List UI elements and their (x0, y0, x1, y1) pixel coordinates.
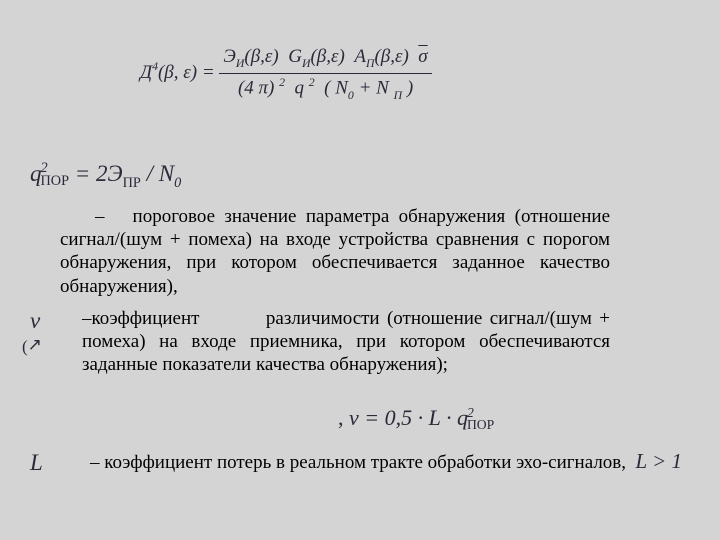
main-formula: Д4(β, ε) = ЭИ(β,ε) GИ(β,ε) AП(β,ε) σ (4 … (140, 45, 432, 103)
q-supsub: 2ПОР (41, 162, 70, 188)
nu-symbol: ν (30, 307, 40, 335)
nu-formula: , ν = 0,5 · L · q2ПОР (338, 405, 494, 432)
denominator: (4 π) 2 q 2 ( N0 + N П ) (219, 74, 431, 102)
dash: – (95, 206, 105, 227)
L-symbol: L (30, 449, 43, 477)
lhs-base: Д (140, 62, 152, 83)
L-gt-1: L > 1 (636, 449, 682, 473)
lhs-sup: 4 (152, 60, 158, 73)
eq-sign: = (197, 62, 219, 83)
nu-paragraph: –коэффициент различимости (отношение сиг… (82, 307, 610, 377)
sigma-bar: σ (418, 46, 427, 67)
threshold-paragraph: – пороговое значение параметра обнаружен… (60, 205, 610, 298)
q-threshold-formula: q2ПОР = 2ЭПР / N0 (30, 160, 181, 192)
para1-text: пороговое значение параметра обнаружения… (60, 206, 610, 297)
para2-lead: –коэффициент (82, 308, 199, 329)
para3-text: коэффициент потерь в реальном тракте обр… (104, 452, 626, 473)
dash3: – (90, 452, 100, 473)
document-page: Д4(β, ε) = ЭИ(β,ε) GИ(β,ε) AП(β,ε) σ (4 … (0, 0, 720, 540)
nu-list-marker: (↗ (22, 337, 42, 358)
L-paragraph: – коэффициент потерь в реальном тракте о… (60, 449, 700, 475)
numerator: ЭИ(β,ε) GИ(β,ε) AП(β,ε) σ (219, 45, 431, 74)
fraction: ЭИ(β,ε) GИ(β,ε) AП(β,ε) σ (4 π) 2 q 2 ( … (219, 45, 431, 103)
lhs-args: (β, ε) (158, 62, 197, 83)
